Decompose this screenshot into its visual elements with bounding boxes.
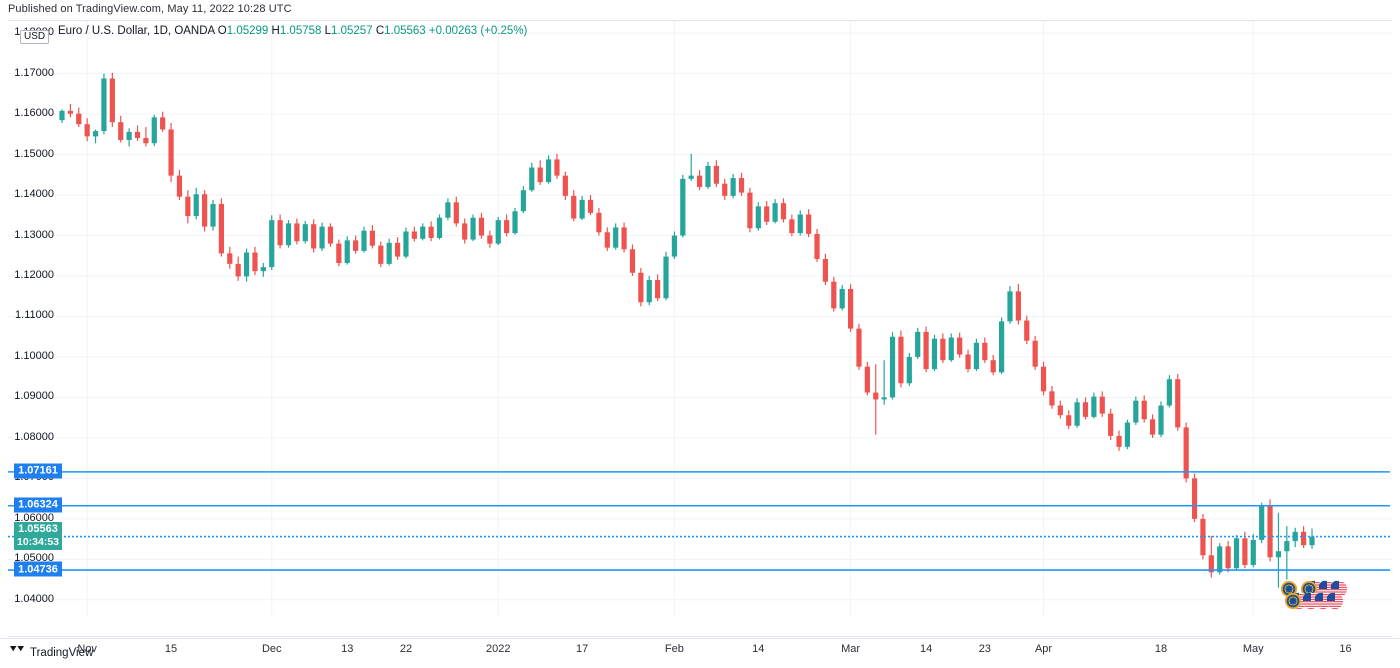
price-level-badge[interactable]: 1.06324 [14,497,62,513]
price-axis-label: 1.13000 [14,228,54,241]
legend-open-value: 1.05299 [226,25,269,37]
chart-frame: Nov 15 Dec 13 22 2022 17 Feb 14 Mar 14 23 Apr 18 May 16 [8,20,1392,655]
time-axis-label: 2022 [485,643,511,655]
price-axis[interactable]: 1.180001.170001.160001.150001.140001.130… [0,20,62,638]
time-axis-label: 16 [1339,643,1352,655]
time-axis[interactable]: Nov 15 Dec 13 22 2022 17 Feb 14 Mar 14 23 Apr 18 May 16 [8,636,1392,660]
price-axis-label: 1.09000 [14,390,54,403]
legend-high-label: H [271,25,280,37]
price-axis-label: 1.15000 [14,147,54,160]
time-axis-label: Mar [841,643,861,655]
footer-bar: TradingView [0,638,1400,668]
time-axis-label: 22 [399,643,413,655]
price-axis-label: 1.14000 [14,188,54,201]
legend-close-label: C [375,25,385,37]
price-axis-label: 1.05000 [14,552,54,565]
price-badge-value: 1.06324 [18,498,58,511]
chart-legend: Euro / U.S. Dollar, 1D, OANDA O1.05299 H… [58,25,527,38]
price-axis-label: 1.04000 [14,592,54,605]
time-axis-label: 18 [1154,643,1168,655]
price-axis-label: 1.08000 [14,430,54,443]
time-axis-label: 14 [919,643,933,655]
usd-coin-icon [1326,592,1344,610]
chart-plot-area[interactable] [8,21,1392,616]
price-level-badge[interactable]: 1.07161 [14,463,62,479]
price-badge-value: 1.04736 [18,563,58,576]
published-notice: Published on TradingView.com, May 11, 20… [8,3,292,15]
time-axis-label: Dec [261,643,282,655]
eur-coin-icon [1284,592,1302,610]
time-axis-label: Nov [77,643,97,655]
price-badge-time: 10:34:53 [16,535,60,548]
price-axis-label: 1.10000 [14,349,54,362]
legend-close-value: 1.05563 [384,25,426,37]
current-price-badge[interactable]: 1.05563 10:34:53 [14,521,62,550]
price-axis-label: 1.06000 [14,511,54,524]
tradingview-logo: TradingView [10,646,93,660]
legend-low-label: L [324,25,332,37]
candlestick-svg [8,21,1392,616]
currency-coin-cluster [1280,580,1352,610]
time-axis-label: Apr [1034,643,1053,655]
time-axis-label: 23 [978,643,991,655]
time-axis-label: 15 [164,643,178,655]
time-axis-label: 17 [576,643,589,655]
price-axis-label: 1.11000 [15,309,54,322]
price-badge-value: 1.05563 [18,522,58,535]
tv-logo-icon [10,646,24,652]
time-axis-label: Feb [664,643,684,655]
time-axis-label: 14 [752,643,765,655]
legend-symbol[interactable]: Euro / U.S. Dollar, 1D, OANDA [58,25,215,37]
price-axis-label: 1.12000 [14,269,54,281]
price-badge-value: 1.07161 [18,464,58,477]
price-axis-label: 1.16000 [14,107,54,120]
legend-change: +0.00263 (+0.25%) [428,25,528,37]
tradingview-mark [10,646,25,660]
time-axis-label: May [1242,643,1264,655]
price-level-badge[interactable]: 1.04736 [14,561,62,577]
legend-open-label: O [217,25,227,37]
legend-low-value: 1.05257 [331,25,373,37]
currency-chip: USD [20,30,50,44]
time-axis-label: 13 [341,643,354,655]
price-axis-label: 1.17000 [14,66,54,79]
legend-high-value: 1.05758 [279,25,322,37]
tradingview-wordmark: TradingView [30,647,94,659]
